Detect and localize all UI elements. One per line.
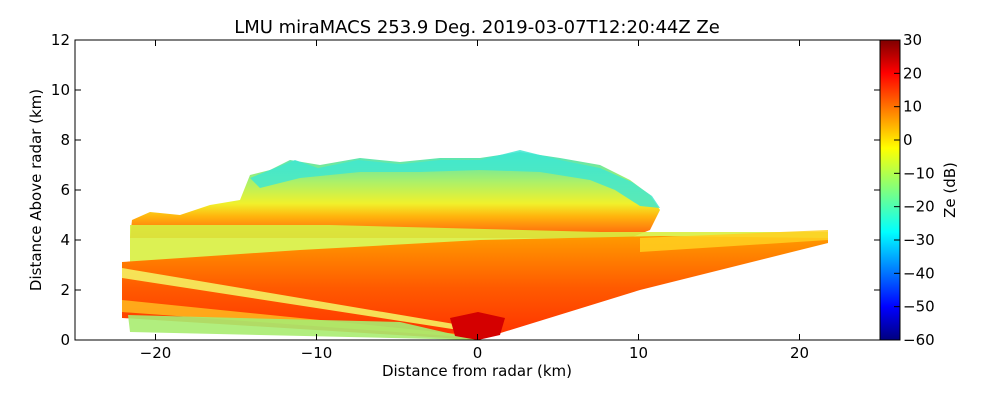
colorbar-tick-label: −50 — [903, 298, 935, 316]
y-tick-label: 12 — [51, 31, 70, 49]
right-wedge-band — [640, 230, 828, 252]
chart-title: LMU miraMACS 253.9 Deg. 2019-03-07T12:20… — [234, 17, 720, 38]
y-tick-label: 10 — [51, 81, 70, 99]
colorbar-tick-label: −10 — [903, 164, 935, 182]
beam-streak — [122, 268, 478, 333]
y-tick-label: 4 — [60, 231, 70, 249]
x-axis: −20 −10 0 10 20 — [140, 40, 809, 362]
colorbar-tick-label: 10 — [903, 98, 922, 116]
x-tick-label: 0 — [473, 344, 483, 362]
boundary-layer-region — [122, 236, 828, 340]
colorbar-tick-label: 0 — [903, 131, 913, 149]
y-axis: 0 2 4 6 8 10 12 — [51, 31, 880, 349]
low-fringe — [128, 315, 478, 340]
reflectivity-field — [122, 150, 828, 340]
y-tick-label: 6 — [60, 181, 70, 199]
x-tick-label: 10 — [629, 344, 648, 362]
x-axis-label: Distance from radar (km) — [382, 362, 572, 380]
colorbar-tick-label: 20 — [903, 64, 922, 82]
colorbar-tick-label: 30 — [903, 31, 922, 49]
near-radar-core — [450, 312, 505, 340]
y-tick-label: 0 — [60, 331, 70, 349]
colorbar — [879, 39, 901, 341]
colorbar-tick-label: −20 — [903, 198, 935, 216]
colorbar-tick-label: −30 — [903, 231, 935, 249]
x-tick-label: 20 — [790, 344, 809, 362]
y-axis-label: Distance Above radar (km) — [27, 89, 45, 291]
colorbar-tick-label: −60 — [903, 331, 935, 349]
cloud-top-edge — [250, 150, 660, 208]
colorbar-tick-label: −40 — [903, 264, 935, 282]
x-tick-label: −10 — [301, 344, 333, 362]
x-tick-label: −20 — [140, 344, 172, 362]
colorbar-ticks: 30 20 10 0 −10 −20 −30 −40 −50 −60 — [894, 31, 935, 349]
y-tick-label: 8 — [60, 131, 70, 149]
y-tick-label: 2 — [60, 281, 70, 299]
colorbar-label: Ze (dB) — [941, 162, 959, 218]
